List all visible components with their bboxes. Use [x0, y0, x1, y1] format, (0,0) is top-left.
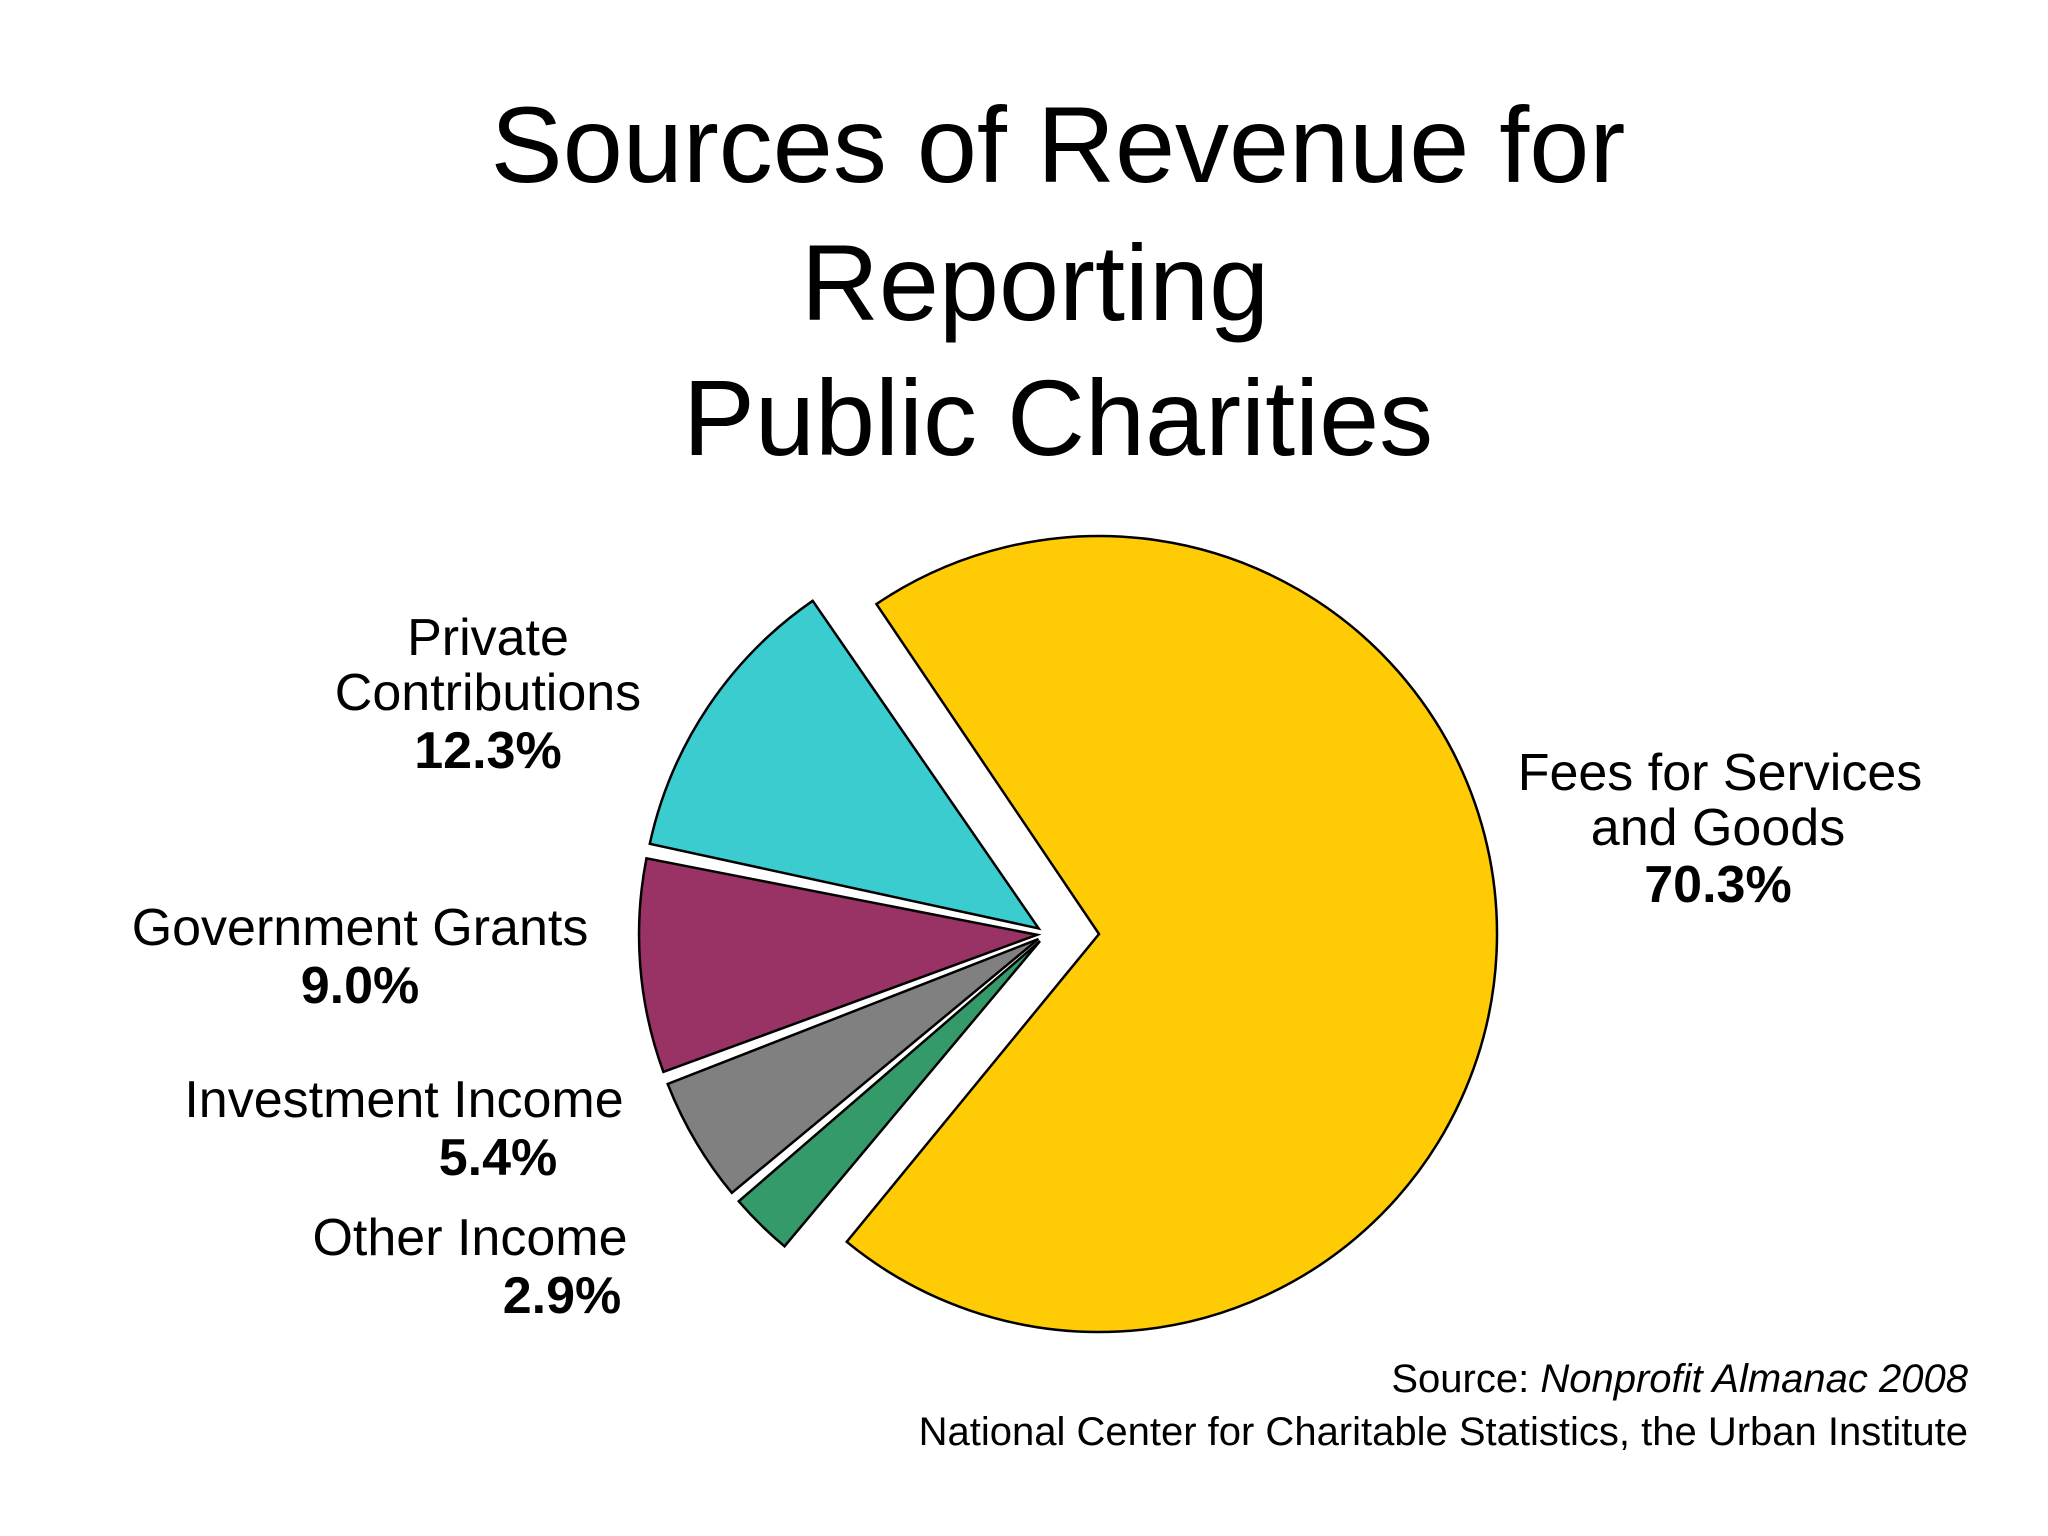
slice-value-investment: 5.4% [439, 1129, 558, 1187]
pie-slice-fees-for-services [844, 534, 1499, 1334]
chart-title-line-3: Public Charities [683, 357, 1433, 478]
source-publication: Nonprofit Almanac 2008 [1540, 1357, 1968, 1401]
source-line-1: Source: Nonprofit Almanac 2008 [1391, 1357, 1968, 1401]
slice-label-fees-for-services: Fees for Services and Goods 70.3% [1518, 744, 1923, 914]
slice-value-private: 12.3% [414, 722, 561, 780]
slice-value-other: 2.9% [503, 1267, 622, 1325]
pie-slice-other-income [737, 940, 1041, 1249]
slice-name-government: Government Grants [132, 899, 589, 957]
slice-name-fees-line-2: and Goods [1591, 799, 1845, 857]
slice-name-fees-line-1: Fees for Services [1518, 744, 1923, 802]
slice-name-private-line-2: Contributions [335, 664, 641, 722]
pie-slice-investment-income [666, 937, 1040, 1195]
slice-name-other: Other Income [312, 1209, 627, 1267]
pie-slice-private-contributions [648, 599, 1042, 931]
source-line-2: National Center for Charitable Statistic… [919, 1410, 1968, 1454]
slice-value-government: 9.0% [301, 957, 420, 1015]
slice-label-investment-income: Investment Income 5.4% [184, 1071, 623, 1187]
chart-title-line-2: Reporting [801, 222, 1269, 343]
slice-name-private-line-1: Private [407, 609, 569, 667]
slice-label-other-income: Other Income 2.9% [312, 1209, 627, 1325]
slice-label-government-grants: Government Grants 9.0% [132, 899, 589, 1015]
pie-slices [637, 534, 1499, 1334]
chart-title-line-1: Sources of Revenue for [491, 84, 1626, 205]
slice-value-fees: 70.3% [1644, 856, 1791, 914]
slice-name-investment: Investment Income [184, 1071, 623, 1129]
slice-label-private-contributions: Private Contributions 12.3% [335, 609, 641, 780]
pie-slice-government-grants [637, 856, 1042, 1074]
source-prefix: Source: [1391, 1357, 1540, 1401]
